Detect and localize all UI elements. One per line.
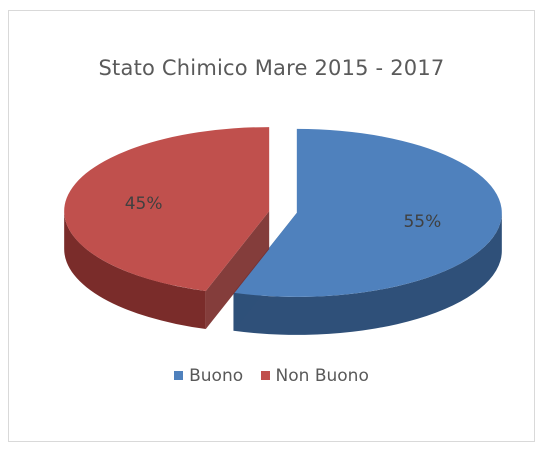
legend-swatch-non-buono (260, 371, 270, 380)
legend-item-buono: Buono (174, 366, 243, 386)
slice-non-buono (64, 127, 270, 329)
slice-top-buono (233, 128, 502, 297)
legend-label-buono: Buono (189, 366, 244, 386)
slice-side-buono (233, 212, 502, 335)
slice-top-non-buono (64, 127, 270, 291)
legend-label-non-buono: Non Buono (275, 366, 369, 386)
slice-buono (233, 128, 502, 335)
legend-item-non-buono: Non Buono (260, 366, 369, 386)
data-label-buono: 55% (403, 212, 441, 232)
legend-swatch-buono (174, 371, 184, 380)
slice-cut-face-non-buono-0 (205, 211, 270, 329)
chart-legend: Buono Non Buono (0, 366, 543, 386)
data-label-non-buono: 45% (125, 194, 163, 214)
slice-side-non-buono (64, 211, 206, 329)
chart-title: Stato Chimico Mare 2015 - 2017 (98, 56, 445, 80)
